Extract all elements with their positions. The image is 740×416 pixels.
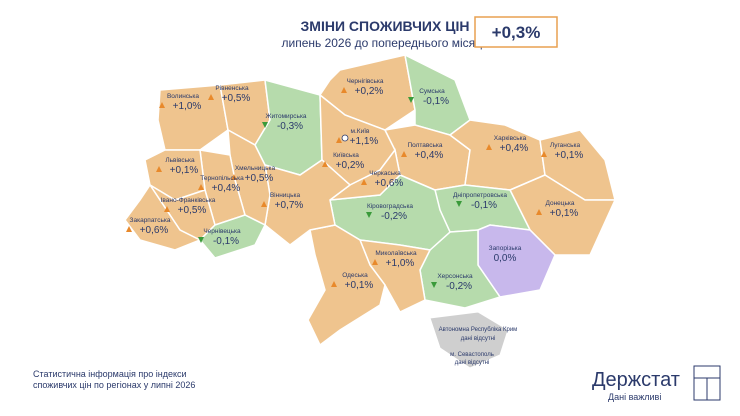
- region-value: +0,5%: [222, 93, 251, 104]
- trend-arrow: [164, 206, 170, 212]
- subtitle: липень 2026 до попереднього місяця: [281, 36, 488, 50]
- total-box: [474, 16, 558, 48]
- region-name: Чернівецька: [203, 227, 241, 235]
- crimea: [429, 311, 509, 369]
- trend-arrow: [336, 137, 342, 143]
- trend-arrow: [456, 201, 462, 207]
- region-name: Житомирська: [265, 113, 306, 120]
- region-name: Закарпатська: [130, 217, 171, 224]
- region-name: м.Київ: [351, 128, 370, 135]
- region-value: +0,6%: [375, 178, 404, 189]
- trend-arrow: [261, 201, 267, 207]
- region-name: Харківська: [494, 134, 527, 142]
- region-value: +0,1%: [345, 280, 374, 291]
- region-name: Херсонська: [437, 273, 473, 280]
- region-value: +0,6%: [140, 225, 169, 236]
- trend-arrow: [431, 282, 437, 288]
- region-name: Одеська: [342, 272, 368, 279]
- region-name: Львівська: [165, 156, 195, 164]
- region-name: Волинська: [167, 93, 199, 100]
- region: [124, 183, 202, 251]
- trend-arrow: [541, 151, 547, 157]
- trend-arrow: [159, 102, 165, 108]
- region-name: Чернігівська: [346, 77, 383, 85]
- region-value: +1,0%: [386, 258, 415, 269]
- logo-name: Держстат: [592, 369, 680, 391]
- trend-arrow: [331, 281, 337, 287]
- region-name: Донецька: [545, 200, 574, 207]
- region-value: +0,4%: [212, 183, 241, 194]
- map: Волинська+1,0%Рівненська+0,5%Житомирська…: [124, 53, 617, 347]
- trend-arrow: [322, 161, 328, 167]
- region-name: Кіровоградська: [367, 202, 413, 210]
- region-value: -0,3%: [277, 121, 303, 132]
- crimea-name: Автономна Республіка Крим: [439, 327, 518, 333]
- trend-arrow: [361, 179, 367, 185]
- logo-tagline: Дані важливі: [608, 392, 661, 402]
- region-value: 0,0%: [494, 253, 517, 264]
- region-name: Рівненська: [215, 84, 249, 92]
- trend-arrow: [486, 144, 492, 150]
- region: [198, 214, 267, 259]
- region-name: Хмельницька: [235, 165, 276, 172]
- region: [307, 224, 386, 347]
- region-value: +0,4%: [415, 150, 444, 161]
- trend-arrow: [341, 87, 347, 93]
- region-name: Дніпропетровська: [453, 191, 507, 199]
- region-name: Полтавська: [407, 142, 442, 149]
- region-name: Запорізька: [489, 244, 522, 252]
- region-value: +1,0%: [173, 101, 202, 112]
- trend-arrow: [372, 259, 378, 265]
- trend-arrow: [366, 212, 372, 218]
- region-value: +0,2%: [355, 86, 384, 97]
- region-value: -0,1%: [213, 236, 239, 247]
- region-name: Івано-Франківська: [161, 196, 216, 204]
- region-name: Тернопільська: [200, 174, 244, 182]
- sevastopol-note: дані відсутні: [455, 360, 490, 366]
- city-marker: [341, 134, 349, 142]
- region-value: +0,5%: [178, 205, 207, 216]
- trend-arrow: [126, 226, 132, 232]
- region-value: -0,2%: [446, 281, 472, 292]
- region-value: -0,2%: [381, 211, 407, 222]
- region-value: +0,2%: [336, 160, 365, 171]
- region-value: -0,1%: [471, 200, 497, 211]
- region-value: +1,1%: [350, 136, 379, 147]
- region-value: +0,7%: [275, 200, 304, 211]
- trend-arrow: [262, 122, 268, 128]
- trend-arrow: [408, 97, 414, 103]
- region-value: +0,5%: [245, 173, 274, 184]
- logo-mark: [693, 365, 721, 401]
- footnote: Статистична інформація про індекси: [33, 369, 187, 379]
- region-value: +0,1%: [550, 208, 579, 219]
- region-value: +0,4%: [500, 143, 529, 154]
- sevastopol-name: м. Севастополь: [450, 352, 494, 358]
- trend-arrow: [198, 237, 204, 243]
- region-name: Черкаська: [369, 170, 401, 177]
- trend-arrow: [536, 209, 542, 215]
- footnote: споживчих цін по регіонах у липні 2026: [33, 380, 195, 390]
- trend-arrow: [198, 184, 204, 190]
- trend-arrow: [208, 94, 214, 100]
- region-value: -0,1%: [423, 96, 449, 107]
- region-name: Київська: [333, 152, 359, 159]
- trend-arrow: [231, 174, 237, 180]
- trend-arrow: [156, 166, 162, 172]
- region-value: +0,1%: [555, 150, 584, 161]
- title: ЗМІНИ СПОЖИВЧИХ ЦІН: [301, 18, 470, 34]
- crimea-note: дані відсутні: [461, 336, 496, 342]
- region-name: Сумська: [419, 88, 445, 95]
- region-name: Миколаївська: [375, 250, 417, 257]
- region-value: +0,1%: [170, 165, 199, 176]
- region-name: Вінницька: [270, 191, 301, 199]
- region-name: Луганська: [550, 142, 581, 149]
- trend-arrow: [401, 151, 407, 157]
- total: +0,3%: [492, 23, 541, 42]
